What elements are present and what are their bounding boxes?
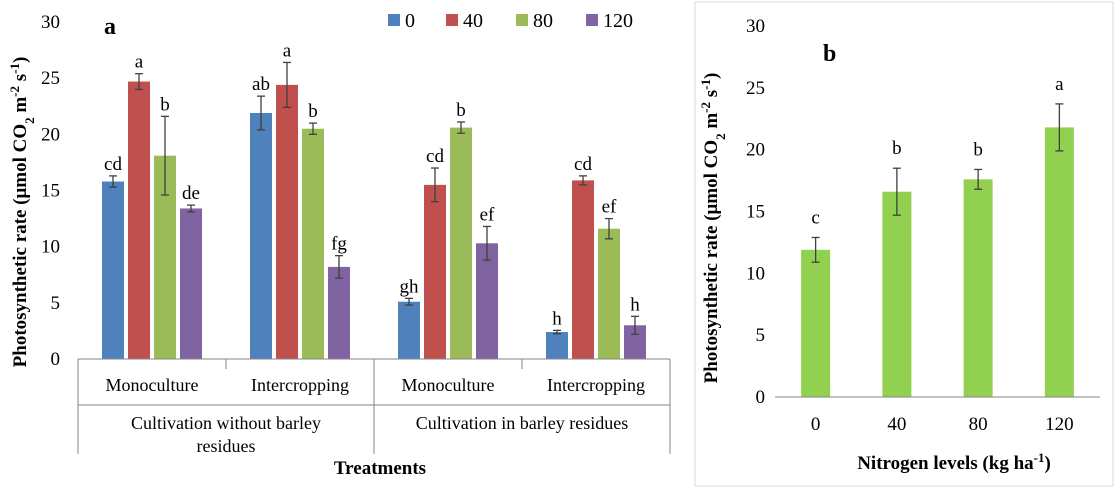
significance-letter: ef	[480, 204, 495, 225]
bar-series-40	[424, 184, 446, 359]
panel-a-label: a	[104, 14, 116, 40]
significance-letter: b	[892, 138, 902, 159]
x-tick-label: 0	[811, 414, 821, 435]
panel-a-y-ticks: 0 5 10 15 20 25 30	[41, 12, 60, 370]
legend-label: 80	[533, 10, 553, 32]
bar-series-0	[250, 112, 272, 360]
panel-a-bars	[102, 81, 646, 360]
significance-letter: a	[135, 52, 144, 73]
svg-text:Nitrogen levels (kg ha-1): Nitrogen levels (kg ha-1)	[857, 450, 1051, 475]
y-tick-label: 30	[746, 16, 765, 37]
bar-series-0	[398, 301, 420, 359]
y-tick-label: 30	[41, 12, 60, 33]
bar-series-120	[328, 266, 350, 359]
significance-letter: ef	[602, 197, 617, 218]
bar-series-80	[450, 127, 472, 360]
panel-b-bars	[801, 127, 1074, 397]
significance-letter: b	[160, 94, 170, 115]
significance-letter: b	[973, 139, 983, 160]
y-tick-label: 25	[746, 78, 765, 99]
significance-letter: gh	[400, 276, 420, 297]
bar-series-120	[476, 243, 498, 359]
significance-letter: c	[811, 207, 819, 228]
x-category-label: Monoculture	[106, 375, 199, 395]
x-group-label: residues	[197, 436, 256, 456]
bar-series-0	[102, 181, 124, 359]
panel-b-significance-letters: c b b a	[811, 74, 1064, 229]
significance-letter: b	[456, 100, 466, 121]
bar-series-0	[546, 332, 568, 359]
y-tick-label: 0	[756, 387, 766, 408]
significance-letter: h	[552, 308, 562, 329]
y-tick-label: 20	[746, 140, 765, 161]
y-tick-label: 5	[756, 325, 766, 346]
panel-a-legend: 0 40 80 120	[388, 10, 633, 32]
x-group-label: Cultivation without barley	[131, 413, 321, 433]
legend-swatch-120	[586, 14, 598, 26]
significance-letter: a	[283, 40, 292, 61]
panel-a-x-axis: Monoculture Intercropping Monoculture Inter…	[77, 358, 671, 456]
y-tick-label: 25	[41, 68, 60, 89]
x-category-label: Intercropping	[251, 375, 349, 395]
x-category-label: Monoculture	[402, 375, 495, 395]
x-tick-label: 40	[887, 414, 906, 435]
significance-letter: cd	[426, 146, 444, 167]
panel-b-error-bars	[811, 103, 1064, 263]
significance-letter: cd	[574, 154, 592, 175]
panel-b-y-axis-title: Photosynthetic rate (μmol CO2 m-2 s-1)	[698, 73, 728, 384]
y-tick-label: 15	[746, 202, 765, 223]
legend-label: 120	[603, 10, 633, 32]
significance-letter: h	[630, 294, 640, 315]
panel-b-x-axis: 0 40 80 120	[775, 396, 1100, 435]
bar-series-80	[302, 128, 324, 359]
legend-label: 40	[463, 10, 483, 32]
significance-letter: a	[1055, 74, 1064, 95]
y-tick-label: 20	[41, 124, 60, 145]
bar-series-40	[128, 81, 150, 359]
legend-label: 0	[405, 10, 415, 32]
panel-b-label: b	[823, 41, 836, 67]
bar-nitrogen-40	[882, 191, 912, 397]
bar-series-120	[624, 325, 646, 359]
panel-b-x-axis-title: Nitrogen levels (kg ha-1)	[857, 450, 1051, 475]
panel-a-x-axis-title: Treatments	[334, 458, 426, 479]
significance-letter: cd	[104, 154, 122, 175]
bar-nitrogen-120	[1044, 127, 1074, 397]
significance-letter: b	[308, 101, 318, 122]
significance-letter: fg	[331, 234, 347, 255]
x-category-label: Intercropping	[547, 375, 645, 395]
x-tick-label: 80	[969, 414, 988, 435]
x-group-label: Cultivation in barley residues	[416, 413, 628, 433]
y-tick-label: 5	[51, 293, 61, 314]
legend-swatch-80	[516, 14, 528, 26]
svg-text:Photosynthetic rate (μmol CO2: Photosynthetic rate (μmol CO2 m-2 s-1)	[698, 73, 728, 384]
svg-text:Photosynthetic rate (μmol CO2: Photosynthetic rate (μmol CO2 m-2 s-1)	[7, 57, 37, 368]
bar-series-40	[572, 180, 594, 359]
y-tick-label: 0	[51, 349, 61, 370]
legend-swatch-40	[446, 14, 458, 26]
x-tick-label: 120	[1045, 414, 1074, 435]
bar-series-120	[180, 208, 202, 359]
bar-series-80	[154, 155, 176, 359]
y-tick-label: 15	[41, 181, 60, 202]
bar-series-80	[598, 228, 620, 359]
legend-swatch-0	[388, 14, 400, 26]
panel-b-frame	[694, 1, 1114, 487]
y-tick-label: 10	[41, 237, 60, 258]
significance-letter: de	[182, 183, 200, 204]
y-tick-label: 10	[746, 263, 765, 284]
panel-a-error-bars	[109, 61, 639, 335]
panel-b-y-ticks: 0 5 10 15 20 25 30	[746, 16, 765, 408]
bar-nitrogen-80	[963, 179, 993, 397]
significance-letter: ab	[252, 74, 270, 95]
panel-a-y-axis-title: Photosynthetic rate (μmol CO2 m-2 s-1)	[7, 57, 37, 368]
bar-series-40	[276, 84, 298, 359]
bar-nitrogen-0	[801, 249, 831, 397]
